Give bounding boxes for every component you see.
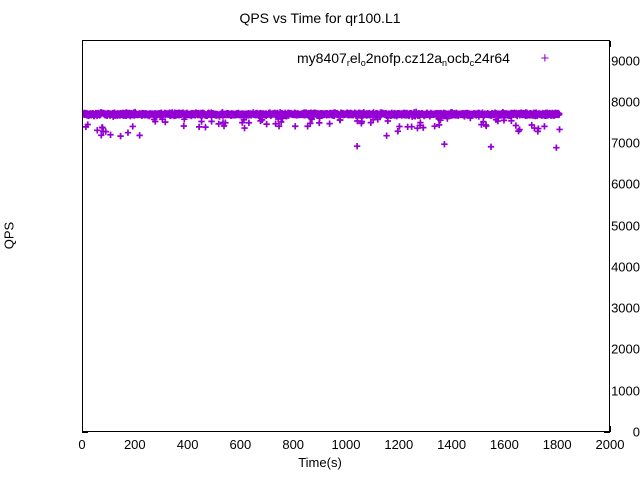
x-tick-label: 1200 — [384, 437, 414, 452]
x-tick-label: 1400 — [437, 437, 467, 452]
x-tick-label: 2000 — [595, 437, 625, 452]
y-tick-label: 2000 — [611, 341, 640, 357]
legend: my8407relo2nofp.cz12anocbc24r64 + — [297, 48, 562, 68]
y-tick-label: 3000 — [611, 300, 640, 316]
x-axis-title: Time(s) — [298, 455, 342, 470]
x-tick-label: 800 — [282, 437, 305, 452]
x-tick-label: 400 — [176, 437, 199, 452]
x-tick-label: 1000 — [331, 437, 361, 452]
legend-plus-icon: + — [540, 49, 550, 67]
y-tick-label: 8000 — [611, 94, 640, 110]
scatter-points — [83, 108, 563, 151]
x-tick-label: 1800 — [542, 437, 572, 452]
x-tick-mark — [610, 41, 611, 47]
y-tick-label: 9000 — [611, 53, 640, 69]
y-tick-label: 0 — [632, 424, 640, 440]
legend-series-label: my8407relo2nofp.cz12anocbc24r64 — [297, 50, 510, 68]
x-tick-mark — [610, 426, 611, 432]
y-tick-label: 5000 — [611, 218, 640, 234]
x-tick-label: 200 — [123, 437, 146, 452]
y-tick-label: 1000 — [611, 383, 640, 399]
chart-title: QPS vs Time for qr100.L1 — [239, 10, 401, 26]
plot-area — [82, 40, 610, 432]
x-tick-label: 1600 — [489, 437, 519, 452]
y-tick-label: 6000 — [611, 176, 640, 192]
y-tick-mark — [82, 432, 88, 433]
y-tick-label: 4000 — [611, 259, 640, 275]
y-tick-label: 7000 — [611, 135, 640, 151]
y-tick-mark — [604, 432, 610, 433]
y-axis-title: QPS — [1, 221, 17, 250]
x-tick-label: 600 — [229, 437, 252, 452]
x-tick-label: 0 — [78, 437, 86, 452]
